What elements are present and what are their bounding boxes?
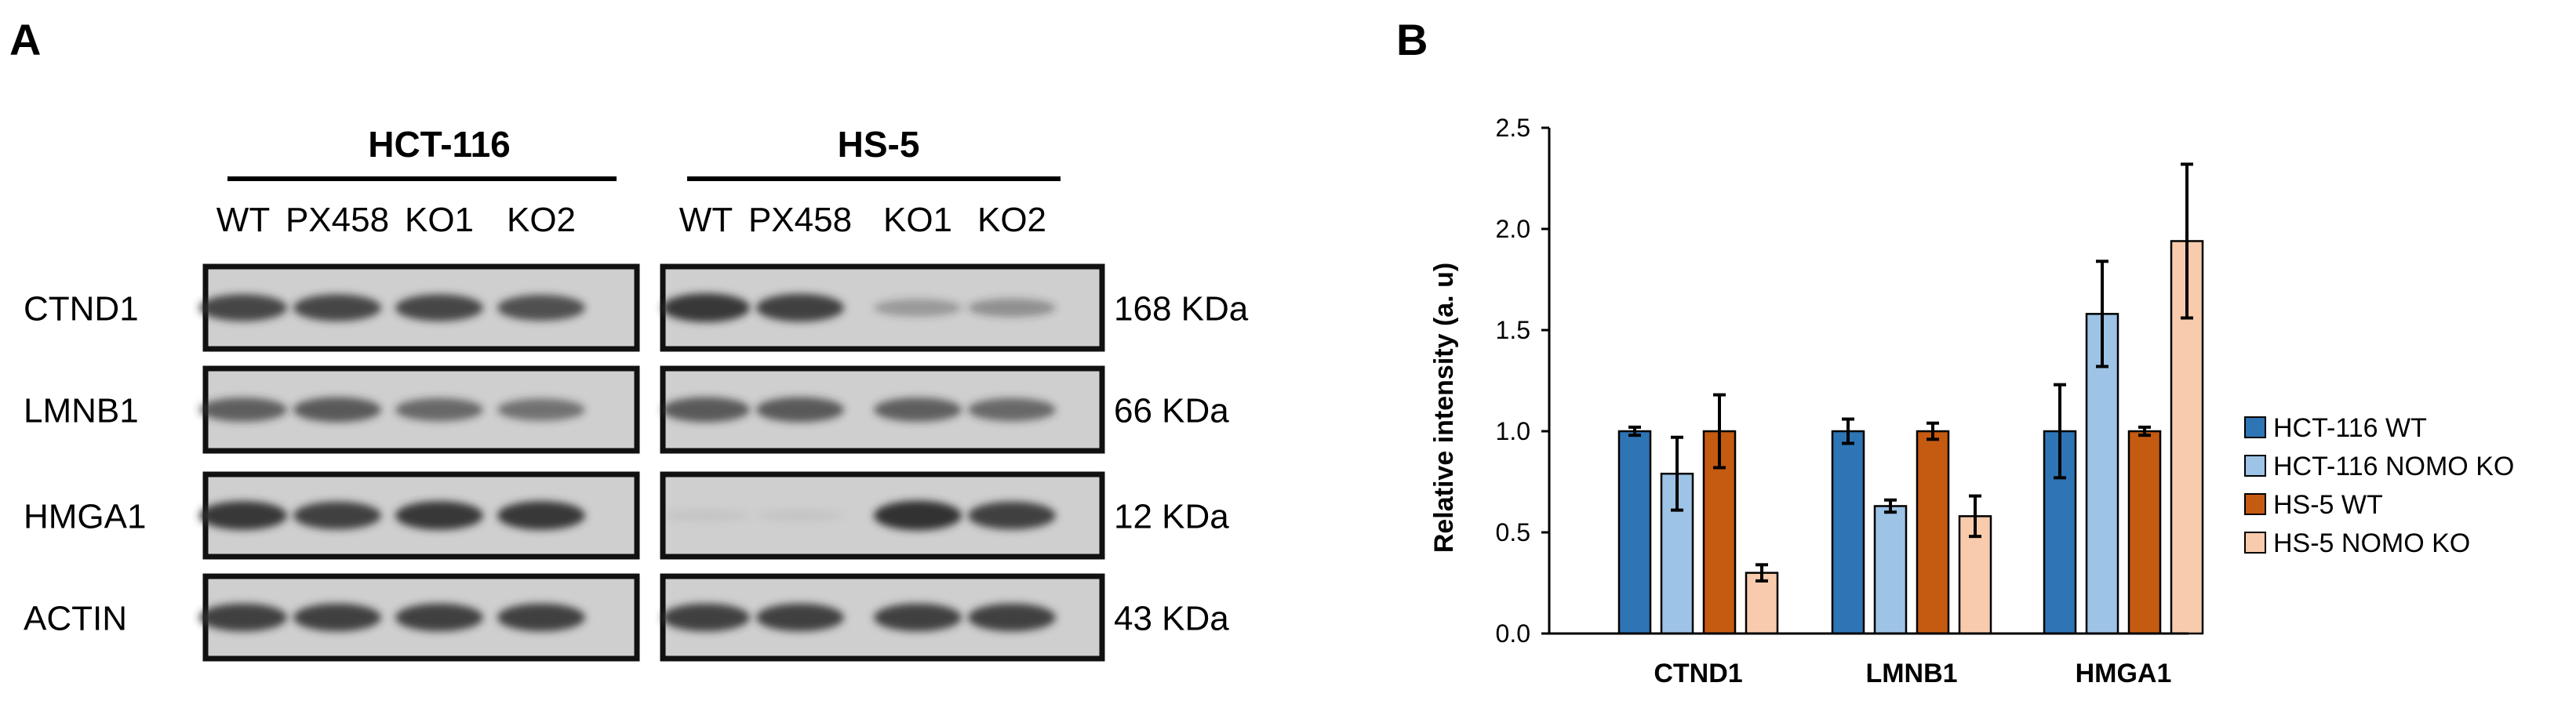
western-blot-panel: A HCT-116 HS-5 WT PX458 KO1 KO2 WT PX458 KO1 KO… [9, 15, 1249, 662]
lane-label-hs-5-ko2: KO2 [977, 201, 1046, 239]
band-ctnd1-hct116-3 [395, 294, 483, 321]
size-label-hmga1: 12 KDa [1114, 498, 1229, 536]
band-lmnb1-hct116-1 [199, 398, 287, 422]
band-hmga1-hct116-1 [199, 501, 287, 530]
y-tick-label: 0.5 [1496, 518, 1530, 546]
band-hmga1-hs5-3 [874, 500, 962, 531]
bar-lmnb1-hs-5-wt [1916, 430, 1950, 635]
band-hmga1-hct116-2 [293, 501, 381, 530]
x-tick-label-lmnb1: LMNB1 [1865, 659, 1957, 688]
lane-label-hct-116-px458: PX458 [286, 201, 389, 239]
size-label-lmnb1: 66 KDa [1114, 392, 1229, 430]
bar-hmga1-hs-5-wt [2127, 430, 2162, 635]
legend-swatch [2244, 455, 2266, 477]
lane-label-hct-116-wt: WT [216, 201, 270, 239]
lane-label-hs-5-px458: PX458 [748, 201, 852, 239]
band-lmnb1-hs5-4 [968, 398, 1056, 422]
bar-chart-panel: B Relative intensity (a. u) 0.0 0.5 1.0 1.5… [1396, 15, 2514, 688]
bar-ctnd1-hct-116-wt [1617, 430, 1652, 635]
band-ctnd1-hs5-1 [662, 293, 750, 322]
x-tick-label-ctnd1: CTND1 [1654, 659, 1742, 688]
lane-label-hs-5-ko1: KO1 [883, 201, 952, 239]
band-actin-hs5-1 [662, 603, 750, 632]
lane-label-hct-116-ko1: KO1 [405, 201, 474, 239]
band-ctnd1-hct116-2 [293, 294, 381, 321]
lane-label-hs-5-wt: WT [679, 201, 733, 239]
y-axis-label: Relative intensity (a. u) [1429, 263, 1459, 553]
legend-swatch [2244, 493, 2266, 515]
protein-label-hmga1: HMGA1 [24, 498, 146, 536]
band-lmnb1-hs5-2 [756, 397, 844, 423]
legend-label: HS-5 WT [2273, 490, 2383, 520]
blot-rows: CTND1 168 KDa LMNB1 66 KDa HMGA1 12 KDa ACTIN 4… [24, 263, 1249, 662]
protein-label-actin: ACTIN [24, 600, 127, 638]
y-tick-label: 2.5 [1496, 114, 1530, 142]
panel-b-label: B [1396, 15, 1428, 64]
band-hmga1-hs5-2 [756, 509, 844, 522]
band-actin-hs5-2 [756, 603, 844, 632]
group-label-hs5: HS-5 [838, 124, 920, 165]
band-actin-hct116-2 [293, 603, 381, 632]
band-ctnd1-hct116-4 [497, 294, 585, 321]
band-actin-hs5-4 [968, 603, 1056, 632]
x-tick-label-hmga1: HMGA1 [2076, 659, 2172, 688]
band-ctnd1-hs5-3 [874, 299, 962, 317]
y-tick-label: 1.5 [1496, 316, 1530, 344]
band-lmnb1-hct116-2 [293, 397, 381, 423]
size-label-ctnd1: 168 KDa [1114, 290, 1249, 329]
legend-swatch [2244, 416, 2266, 438]
band-lmnb1-hct116-4 [497, 398, 585, 421]
band-hmga1-hct116-3 [395, 501, 483, 530]
group-label-hct116: HCT-116 [368, 124, 511, 165]
band-hmga1-hs5-1 [662, 509, 750, 522]
band-ctnd1-hct116-1 [199, 294, 287, 321]
y-tick-label: 0.0 [1496, 619, 1530, 648]
legend-label: HS-5 NOMO KO [2273, 528, 2470, 558]
y-tick-label: 1.0 [1496, 417, 1530, 445]
band-actin-hs5-3 [874, 603, 962, 632]
panel-a-label: A [9, 15, 41, 64]
band-lmnb1-hs5-1 [662, 397, 750, 423]
band-actin-hct116-3 [395, 603, 483, 632]
band-actin-hct116-1 [199, 603, 287, 632]
protein-label-ctnd1: CTND1 [24, 290, 139, 329]
legend-swatch [2244, 532, 2266, 554]
bar-lmnb1-hct-116-nomo-ko [1873, 505, 1908, 635]
bar-lmnb1-hct-116-wt [1831, 430, 1865, 635]
protein-label-lmnb1: LMNB1 [24, 392, 139, 430]
lane-labels: WT PX458 KO1 KO2 WT PX458 KO1 KO2 [216, 201, 1046, 239]
y-axis-ticks: 0.0 0.5 1.0 1.5 2.0 2.5 [1496, 114, 1549, 648]
lane-label-hct-116-ko2: KO2 [507, 201, 576, 239]
legend: HCT-116 WT HCT-116 NOMO KO HS-5 WT HS-5 NOM… [2244, 413, 2514, 558]
band-actin-hct116-4 [497, 603, 585, 632]
size-label-actin: 43 KDa [1114, 600, 1229, 638]
band-lmnb1-hct116-3 [395, 398, 483, 422]
legend-label: HCT-116 NOMO KO [2273, 452, 2514, 481]
bars [1617, 162, 2204, 635]
band-ctnd1-hs5-4 [968, 298, 1056, 318]
legend-label: HCT-116 WT [2273, 413, 2427, 443]
band-hmga1-hs5-4 [968, 501, 1056, 530]
band-ctnd1-hs5-2 [756, 293, 844, 322]
band-lmnb1-hs5-3 [874, 398, 962, 422]
x-axis-labels: CTND1 LMNB1 HMGA1 [1654, 659, 2171, 688]
y-tick-label: 2.0 [1496, 215, 1530, 243]
band-hmga1-hct116-4 [497, 501, 585, 530]
